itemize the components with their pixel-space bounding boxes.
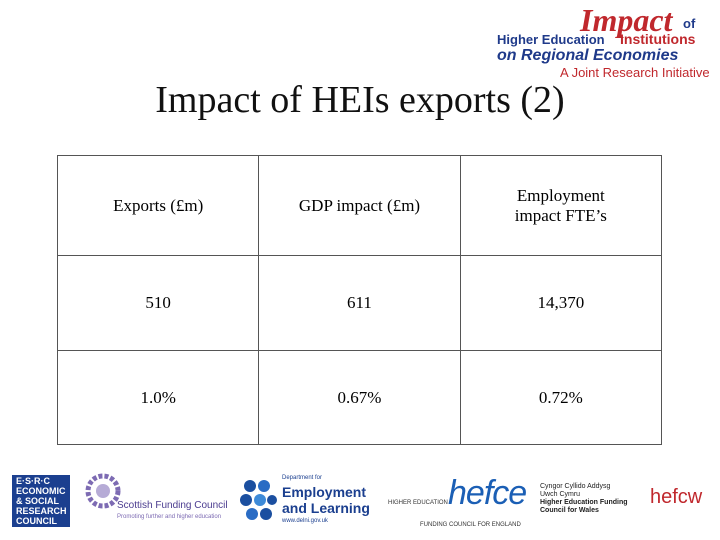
- logo-line: Institutions: [620, 31, 696, 47]
- table-row: 1.0% 0.67% 0.72%: [56, 350, 663, 445]
- hefcw-name: hefcw: [650, 486, 703, 508]
- cell: 0.72%: [459, 350, 663, 445]
- del-url: www.delni.gov.uk: [282, 518, 328, 524]
- sfc-tagline: Promoting further and higher education: [117, 514, 222, 520]
- hefce-text: FUNDING COUNCIL FOR ENGLAND: [420, 522, 521, 528]
- hefce-text: HIGHER EDUCATION: [388, 500, 448, 506]
- cell: 510: [56, 255, 260, 351]
- del-name: and Learning: [282, 500, 370, 516]
- del-name: Employment: [282, 484, 367, 500]
- sfc-emblem: [85, 473, 121, 509]
- hefcw-line: Council for Wales: [540, 507, 599, 514]
- header-cell: GDP impact (£m): [258, 155, 461, 256]
- hefcw-line: Uwch Cymru: [540, 491, 581, 498]
- table-row: 510 611 14,370: [56, 255, 663, 351]
- logo-line: on Regional Economies: [497, 47, 679, 64]
- esrc-text: ECONOMIC: [16, 486, 66, 496]
- hefcw-line: Cyngor Cyllido Addysg: [540, 483, 611, 490]
- esrc-text: E·S·R·C: [16, 476, 50, 486]
- header-row: Exports (£m) GDP impact (£m) Employment …: [56, 155, 663, 256]
- logo-tagline: A Joint Research Initiative: [560, 65, 710, 80]
- logo-of: of: [683, 16, 696, 31]
- sfc-name: Scottish Funding Council: [117, 500, 228, 511]
- cell: 0.67%: [258, 350, 461, 445]
- hefce-name: hefce: [448, 474, 527, 512]
- esrc-logo: E·S·R·C ECONOMIC & SOCIAL RESEARCH COUNC…: [12, 475, 70, 527]
- esrc-text: COUNCIL: [16, 516, 57, 526]
- del-dept: Department for: [282, 475, 323, 481]
- header-cell: Employment impact FTE’s: [459, 155, 663, 256]
- esrc-text: RESEARCH: [16, 506, 67, 516]
- cell: 14,370: [459, 255, 663, 351]
- hefcw-text: Cyngor Cyllido Addysg Uwch Cymru Higher …: [540, 483, 628, 515]
- hefcw-line: Higher Education Funding: [540, 499, 628, 506]
- data-table: Exports (£m) GDP impact (£m) Employment …: [56, 155, 663, 445]
- slide-title: Impact of HEIs exports (2): [155, 79, 565, 121]
- impact-logo: Impact of Higher Education Institutions …: [495, 2, 715, 82]
- logo-line: Higher Education: [497, 32, 605, 47]
- logo-word: Impact: [580, 2, 673, 38]
- cell: 611: [258, 255, 461, 351]
- del-emblem: [240, 480, 277, 520]
- esrc-text: & SOCIAL: [16, 496, 60, 506]
- cell: 1.0%: [56, 350, 260, 445]
- header-cell: Exports (£m): [56, 155, 260, 256]
